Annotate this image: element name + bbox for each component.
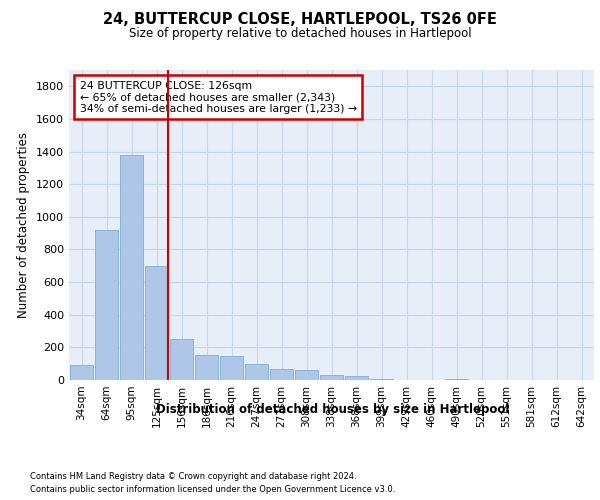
Text: Distribution of detached houses by size in Hartlepool: Distribution of detached houses by size … xyxy=(157,402,509,415)
Bar xyxy=(445,379,469,380)
Bar xyxy=(344,376,368,380)
Bar xyxy=(320,375,343,380)
Text: 24 BUTTERCUP CLOSE: 126sqm
← 65% of detached houses are smaller (2,343)
34% of s: 24 BUTTERCUP CLOSE: 126sqm ← 65% of deta… xyxy=(79,81,356,114)
Bar xyxy=(269,370,293,380)
Bar xyxy=(220,356,244,380)
Text: Size of property relative to detached houses in Hartlepool: Size of property relative to detached ho… xyxy=(128,28,472,40)
Bar xyxy=(170,339,193,380)
Y-axis label: Number of detached properties: Number of detached properties xyxy=(17,132,31,318)
Bar xyxy=(245,364,268,380)
Text: 24, BUTTERCUP CLOSE, HARTLEPOOL, TS26 0FE: 24, BUTTERCUP CLOSE, HARTLEPOOL, TS26 0F… xyxy=(103,12,497,28)
Bar xyxy=(295,370,319,380)
Text: Contains HM Land Registry data © Crown copyright and database right 2024.: Contains HM Land Registry data © Crown c… xyxy=(30,472,356,481)
Bar xyxy=(145,266,169,380)
Bar xyxy=(370,379,394,380)
Bar xyxy=(95,230,118,380)
Bar xyxy=(194,354,218,380)
Text: Contains public sector information licensed under the Open Government Licence v3: Contains public sector information licen… xyxy=(30,484,395,494)
Bar xyxy=(70,366,94,380)
Bar xyxy=(119,155,143,380)
